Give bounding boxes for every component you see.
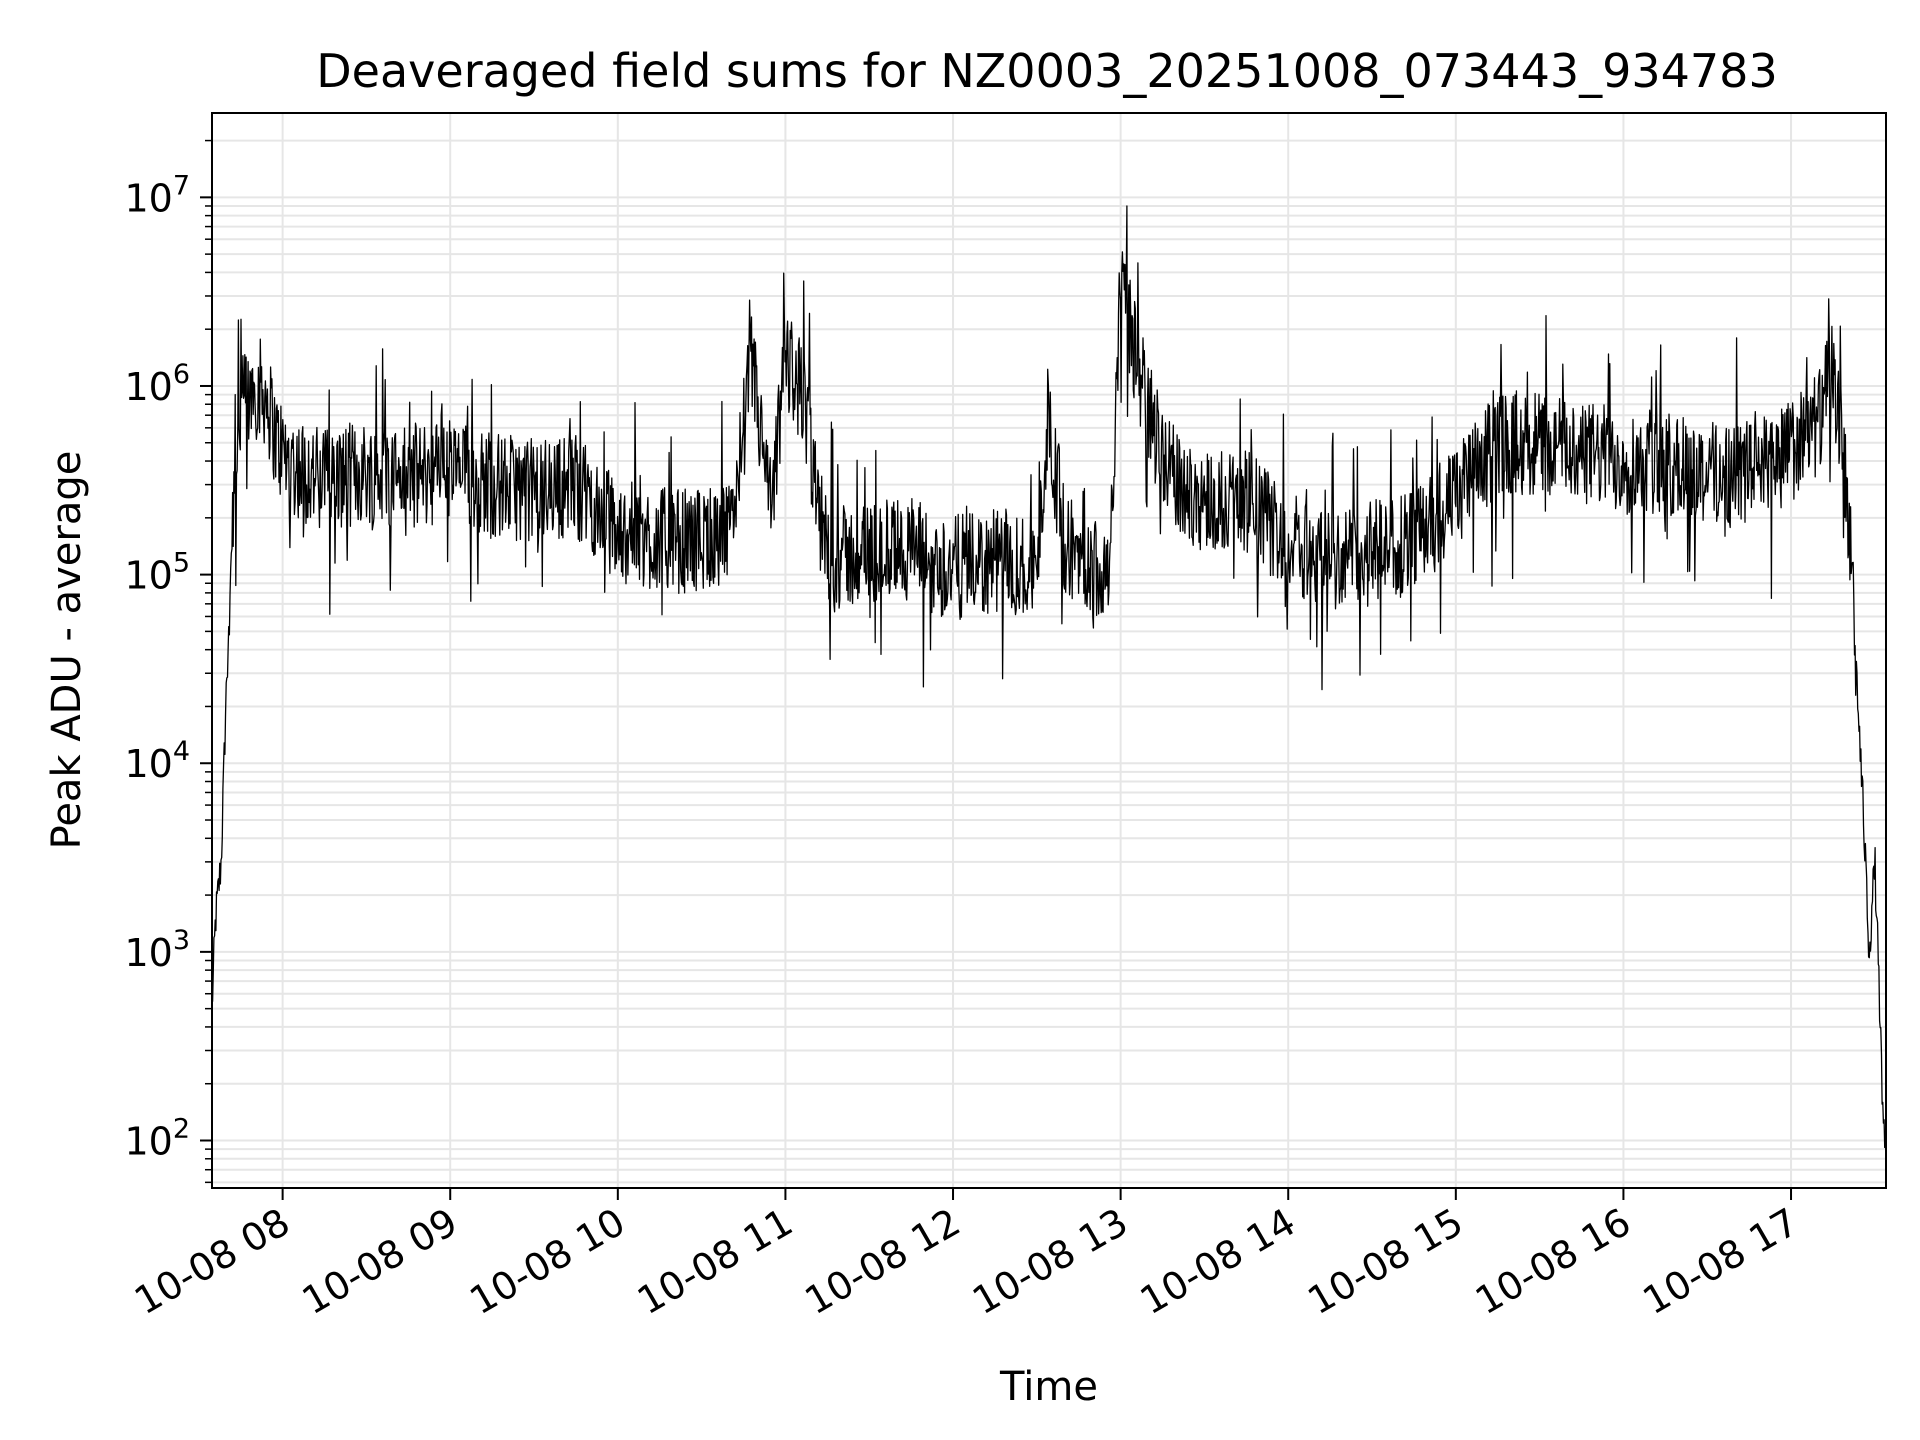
series-line (211, 205, 1887, 1149)
grid (212, 113, 1886, 1188)
y-tick-label: 104 (124, 736, 190, 786)
y-tick-label: 105 (124, 548, 190, 598)
y-tick-label: 103 (124, 925, 190, 975)
series-layer (211, 205, 1887, 1149)
y-axis-label: Peak ADU - average (44, 451, 90, 850)
y-tick-label: 107 (124, 170, 190, 220)
chart-title: Deaveraged field sums for NZ0003_2025100… (316, 44, 1777, 98)
y-axis: 102 103 104 105 106 107 (124, 139, 212, 1184)
plot-frame (211, 112, 1887, 1189)
y-tick-label: 102 (124, 1114, 190, 1164)
y-tick-label: 106 (124, 359, 190, 409)
x-axis-label: Time (999, 1364, 1098, 1410)
